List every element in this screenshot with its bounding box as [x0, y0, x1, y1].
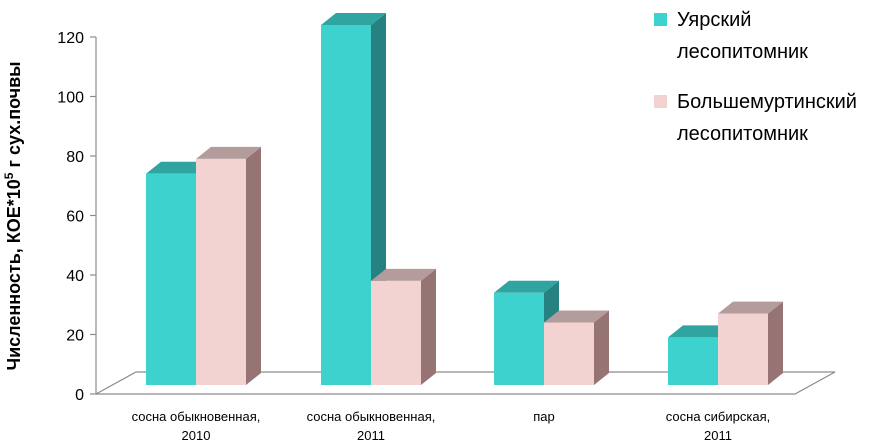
bar-front: [718, 313, 768, 385]
y-axis-title: Численность, КОЕ*105 г сух.почвы: [2, 61, 24, 370]
y-axis: 0 20 40 60 80 100 120: [57, 30, 97, 404]
y-tick-label: 40: [66, 268, 84, 285]
bar-side: [246, 146, 261, 385]
legend-item: Уярский лесопитомник: [654, 9, 808, 63]
y-tick-label: 60: [66, 209, 84, 226]
x-tick-label: пар: [533, 409, 555, 424]
legend: Уярский лесопитомник Большемуртинский лесоп…: [654, 9, 857, 145]
bar: [196, 146, 261, 385]
legend-swatch: [654, 95, 667, 108]
bar-side: [421, 268, 436, 385]
chart-floor: [95, 371, 836, 395]
bar: [371, 268, 436, 385]
x-tick-label: сосна обыкновенная, 2010: [132, 409, 261, 442]
x-axis-labels: сосна обыкновенная, 2010 сосна обыкновенна…: [132, 409, 771, 442]
x-tick-label: сосна обыкновенная, 2011: [307, 409, 436, 442]
x-tick-label: сосна сибирская, 2011: [666, 409, 770, 442]
bar-front: [494, 292, 544, 385]
floor-plane: [95, 371, 836, 395]
bar-top: [544, 310, 609, 323]
bar-front: [146, 173, 196, 385]
legend-label: Уярский лесопитомник: [677, 9, 808, 63]
legend-swatch: [654, 13, 667, 26]
bar-front: [321, 25, 371, 386]
bar-side: [594, 310, 609, 385]
y-tick-label: 20: [66, 328, 84, 345]
y-tick-label: 80: [66, 149, 84, 166]
y-tick-label: 120: [57, 30, 84, 47]
bar-front: [371, 280, 421, 385]
bars: [146, 13, 783, 386]
legend-label: Большемуртинский лесопитомник: [677, 91, 857, 145]
bar-side: [768, 301, 783, 385]
bar: [544, 310, 609, 385]
y-tick-label: 0: [75, 387, 84, 404]
bar-top: [146, 161, 211, 174]
legend-item: Большемуртинский лесопитомник: [654, 91, 857, 145]
y-tick-label: 100: [57, 90, 84, 107]
bar-top: [494, 280, 559, 293]
bar-top: [668, 325, 733, 338]
bar: [718, 301, 783, 385]
bar-front: [668, 337, 718, 385]
bar-front: [544, 322, 594, 385]
bar-top: [718, 301, 783, 314]
bar-top: [321, 13, 386, 26]
bar-top: [196, 146, 261, 159]
bar-front: [196, 158, 246, 385]
bar-top: [371, 268, 436, 281]
